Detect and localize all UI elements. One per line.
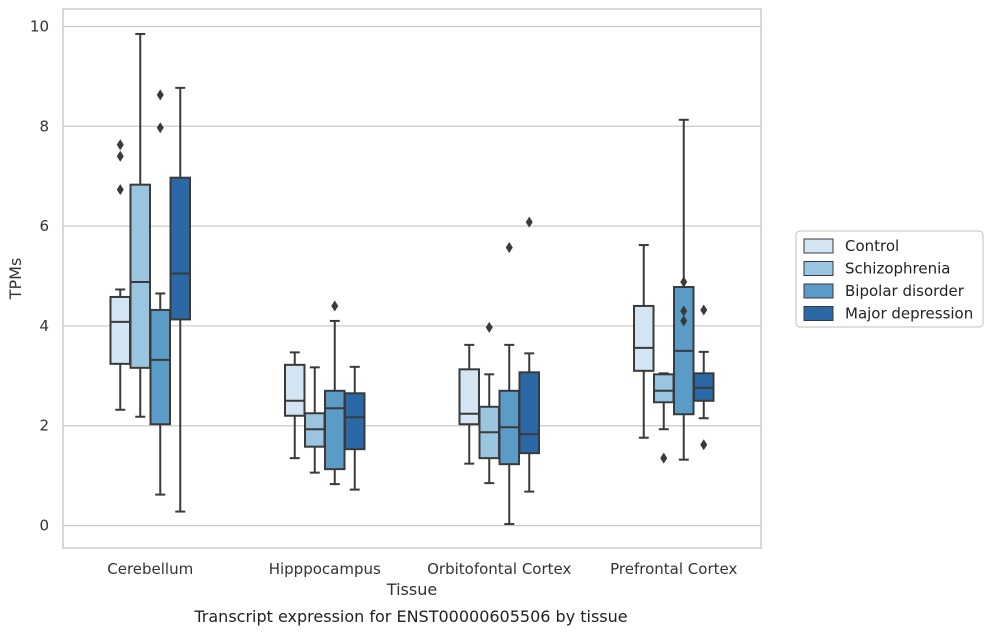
outlier-marker (700, 439, 708, 451)
box-plots (109, 32, 715, 526)
chart-caption: Transcript expression for ENST0000060550… (193, 607, 627, 626)
legend-swatch (803, 283, 834, 299)
outlier-marker (680, 315, 688, 327)
outlier-marker (116, 139, 124, 151)
box (653, 373, 675, 404)
box (324, 389, 346, 471)
box-plot (498, 242, 520, 526)
y-tick-label: 0 (39, 517, 49, 535)
y-axis-label: TPMs (6, 258, 25, 301)
box-plot (518, 216, 540, 493)
x-axis-label: Tissue (386, 580, 437, 599)
plot-frame (62, 8, 762, 549)
outlier-marker (156, 89, 164, 101)
outlier-marker (485, 321, 493, 333)
y-tick-label: 10 (30, 17, 49, 35)
y-tick-label: 6 (39, 217, 49, 235)
outlier-marker (116, 184, 124, 196)
outlier-marker (505, 242, 513, 254)
legend-label: Major depression (845, 305, 973, 323)
grid-lines (63, 25, 761, 527)
y-tick-label: 2 (39, 417, 49, 435)
box-plot (284, 351, 306, 460)
box (109, 295, 131, 365)
outlier-marker (660, 452, 668, 464)
y-tick-label: 8 (39, 117, 49, 135)
outlier-marker (156, 122, 164, 134)
box-plot (344, 365, 366, 491)
outlier-marker (525, 216, 533, 228)
legend-label: Bipolar disorder (845, 282, 965, 300)
box-plot (693, 304, 715, 451)
box (633, 304, 655, 372)
box (284, 363, 306, 417)
box-plot (633, 244, 655, 439)
box (129, 183, 151, 369)
legend-swatch (803, 306, 834, 321)
box-plot (109, 139, 131, 411)
box-plot (458, 343, 480, 465)
x-tick-label: Hipppocampus (269, 560, 381, 578)
box (344, 392, 366, 451)
box (149, 308, 171, 426)
box-plot (324, 300, 346, 486)
legend-label: Control (845, 237, 899, 255)
outlier-marker (331, 300, 339, 312)
box (518, 371, 540, 455)
legend-label: Schizophrenia (845, 260, 950, 278)
x-tick-label: Cerebellum (107, 560, 193, 578)
box (458, 368, 480, 426)
x-tick-labels: Cerebellum Hipppocampus Orbitofontal Corte… (107, 560, 737, 578)
y-tick-labels: 0 2 4 6 8 10 (30, 17, 49, 534)
legend: Control Schizophrenia Bipolar disorder Majo… (795, 230, 984, 328)
box (169, 176, 191, 321)
outlier-marker (116, 150, 124, 162)
outlier-marker (680, 305, 688, 317)
x-tick-label: Prefrontal Cortex (610, 560, 737, 578)
box-plot (149, 89, 171, 496)
legend-swatch (803, 261, 834, 276)
legend-box (795, 230, 984, 328)
outlier-marker (680, 276, 688, 288)
outlier-marker (700, 304, 708, 316)
box-plot (653, 372, 675, 464)
box-plot (129, 32, 151, 418)
x-tick-label: Orbitofontal Cortex (427, 560, 571, 578)
box-plot (169, 86, 191, 513)
y-tick-label: 4 (39, 317, 49, 335)
legend-swatch (803, 238, 834, 254)
box-plot (478, 321, 500, 485)
box-plot (673, 118, 695, 461)
box-plot (304, 366, 326, 474)
